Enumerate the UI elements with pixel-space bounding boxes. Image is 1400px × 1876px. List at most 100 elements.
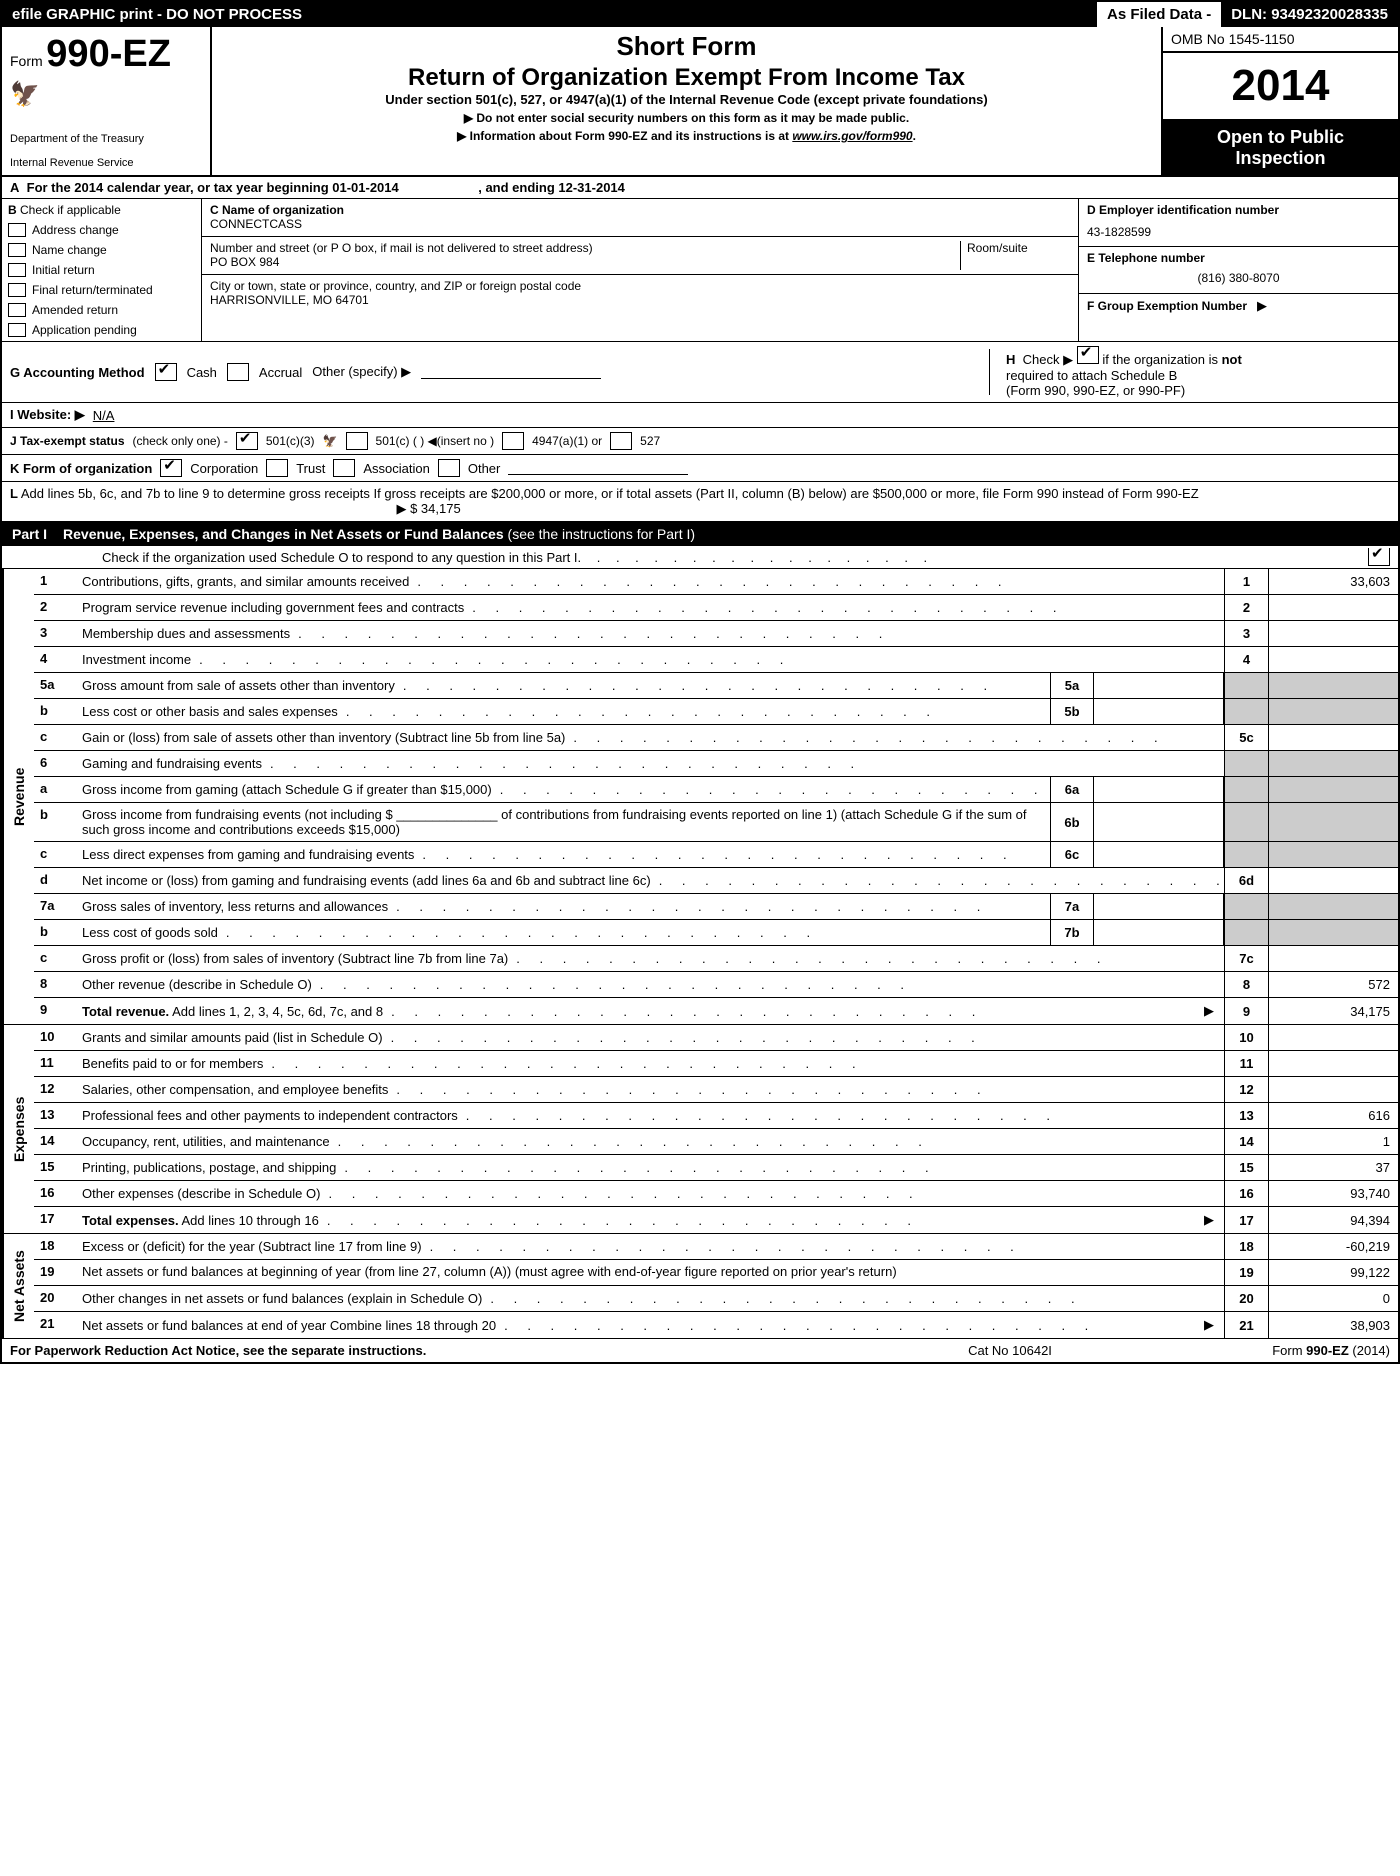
line-number: 13 — [34, 1103, 78, 1128]
row-K: K Form of organization Corporation Trust… — [2, 455, 1398, 482]
chk-sched-o[interactable] — [1368, 548, 1390, 566]
line-description: Other revenue (describe in Schedule O). … — [78, 972, 1224, 997]
short-form-label: Short Form — [222, 31, 1151, 62]
line-description: Total expenses. Add lines 10 through 16.… — [78, 1207, 1224, 1233]
paperwork-notice: For Paperwork Reduction Act Notice, see … — [10, 1343, 860, 1358]
dot-leader: . . . . . . . . . . . . . . . . . . . . … — [458, 1108, 1220, 1123]
chk-501c[interactable] — [346, 432, 368, 450]
street-row: Number and street (or P O box, if mail i… — [202, 237, 1078, 275]
line-description: Net assets or fund balances at end of ye… — [78, 1312, 1224, 1338]
line-row: 7aGross sales of inventory, less returns… — [34, 894, 1398, 920]
j-label: J Tax-exempt status — [10, 434, 125, 448]
line-row: bLess cost of goods sold. . . . . . . . … — [34, 920, 1398, 946]
irs-link[interactable]: www.irs.gov/form990 — [792, 129, 912, 143]
chk-name-change[interactable]: Name change — [8, 243, 195, 257]
end-line-value — [1268, 1077, 1398, 1102]
chk-501c3[interactable] — [236, 432, 258, 450]
efile-notice: efile GRAPHIC print - DO NOT PROCESS — [2, 2, 1097, 27]
chk-app-pending[interactable]: Application pending — [8, 323, 195, 337]
footer-pre: Form — [1272, 1343, 1306, 1358]
chk-amended-return[interactable]: Amended return — [8, 303, 195, 317]
top-bar: efile GRAPHIC print - DO NOT PROCESS As … — [2, 2, 1398, 27]
label-A: A — [10, 180, 19, 195]
line-text: Excess or (deficit) for the year (Subtra… — [82, 1239, 422, 1254]
line-row: dNet income or (loss) from gaming and fu… — [34, 868, 1398, 894]
sched-o-text: Check if the organization used Schedule … — [102, 550, 578, 565]
line-text: Benefits paid to or for members — [82, 1056, 263, 1071]
end-line-number: 5c — [1224, 725, 1268, 750]
chk-initial-return[interactable]: Initial return — [8, 263, 195, 277]
city-value: HARRISONVILLE, MO 64701 — [210, 293, 1070, 307]
line-number: 16 — [34, 1181, 78, 1206]
end-val-shaded — [1268, 842, 1398, 867]
dot-leader: . . . . . . . . . . . . . . . . . . . . … — [319, 1213, 1204, 1228]
chk-other-org[interactable] — [438, 459, 460, 477]
line-number: 18 — [34, 1234, 78, 1259]
line-number: 19 — [34, 1260, 78, 1285]
line-number: 5a — [34, 673, 78, 698]
end-num-shaded — [1224, 894, 1268, 919]
chk-address-change[interactable]: Address change — [8, 223, 195, 237]
end-line-value: 94,394 — [1268, 1207, 1398, 1233]
chk-cash[interactable] — [155, 363, 177, 381]
end-line-value — [1268, 1025, 1398, 1050]
line-text: Gain or (loss) from sale of assets other… — [82, 730, 565, 745]
sub-title: Under section 501(c), 527, or 4947(a)(1)… — [222, 92, 1151, 107]
row-I: I Website: ▶ N/A — [2, 403, 1398, 428]
end-num-shaded — [1224, 699, 1268, 724]
dot-leader: . . . . . . . . . . . . . . . . . . . . … — [320, 1186, 1220, 1201]
chk-association[interactable] — [333, 459, 355, 477]
k-other-field[interactable] — [508, 461, 688, 475]
end-line-value: 93,740 — [1268, 1181, 1398, 1206]
main-title: Return of Organization Exempt From Incom… — [222, 64, 1151, 92]
line-number: 4 — [34, 647, 78, 672]
line-description: Less cost or other basis and sales expen… — [78, 699, 1050, 724]
dot-leader: . . . . . . . . . . . . . . . . . . . . … — [422, 1239, 1220, 1254]
line-number: b — [34, 803, 78, 841]
dot-leader: . . . . . . . . . . . . . . . . . . . . … — [409, 574, 1220, 589]
j-o4: 527 — [640, 434, 660, 448]
g-other-field[interactable] — [421, 365, 601, 379]
j-o3: 4947(a)(1) or — [532, 434, 602, 448]
expenses-body: 10Grants and similar amounts paid (list … — [34, 1025, 1398, 1233]
line-description: Net assets or fund balances at beginning… — [78, 1260, 1224, 1285]
h-label: H — [1006, 352, 1015, 367]
dot-leader: . . . . . . . . . . . . . . . . . . . . … — [338, 704, 1046, 719]
line-text: Less cost or other basis and sales expen… — [82, 704, 338, 719]
line-text: Gaming and fundraising events — [82, 756, 262, 771]
line-description: Printing, publications, postage, and shi… — [78, 1155, 1224, 1180]
dot-leader: . . . . . . . . . . . . . . . . . . . . … — [330, 1134, 1220, 1149]
end-line-number: 7c — [1224, 946, 1268, 971]
chk-corporation[interactable] — [160, 459, 182, 477]
chk-527[interactable] — [610, 432, 632, 450]
end-val-shaded — [1268, 673, 1398, 698]
end-line-value: 37 — [1268, 1155, 1398, 1180]
k-o2: Trust — [296, 461, 325, 476]
line-row: 12Salaries, other compensation, and empl… — [34, 1077, 1398, 1103]
chk-4947[interactable] — [502, 432, 524, 450]
line-number: 20 — [34, 1286, 78, 1311]
line-row: 11Benefits paid to or for members. . . .… — [34, 1051, 1398, 1077]
end-line-value — [1268, 621, 1398, 646]
line-description: Occupancy, rent, utilities, and maintena… — [78, 1129, 1224, 1154]
chk-h[interactable] — [1077, 346, 1099, 364]
end-line-number: 11 — [1224, 1051, 1268, 1076]
line-number: 8 — [34, 972, 78, 997]
sub-line-number: 7a — [1050, 894, 1094, 919]
header-right: OMB No 1545-1150 2014 Open to Public Ins… — [1163, 27, 1398, 175]
line-number: 2 — [34, 595, 78, 620]
dot-leader: . . . . . . . . . . . . . . . . . . . . … — [464, 600, 1220, 615]
line-row: 21Net assets or fund balances at end of … — [34, 1312, 1398, 1338]
chk-accrual[interactable] — [227, 363, 249, 381]
end-num-shaded — [1224, 777, 1268, 802]
i-label: I Website: ▶ — [10, 407, 85, 423]
end-val-shaded — [1268, 777, 1398, 802]
g-label: G Accounting Method — [10, 365, 145, 380]
chk-trust[interactable] — [266, 459, 288, 477]
col-B: B Check if applicable Address change Nam… — [2, 199, 202, 341]
chk-final-return[interactable]: Final return/terminated — [8, 283, 195, 297]
dot-leader: . . . . . . . . . . . . . . . . . . . . … — [388, 899, 1046, 914]
line-row: 19Net assets or fund balances at beginni… — [34, 1260, 1398, 1286]
chk-label: Address change — [32, 223, 119, 237]
h-text3: required to attach Schedule B — [1006, 368, 1177, 383]
